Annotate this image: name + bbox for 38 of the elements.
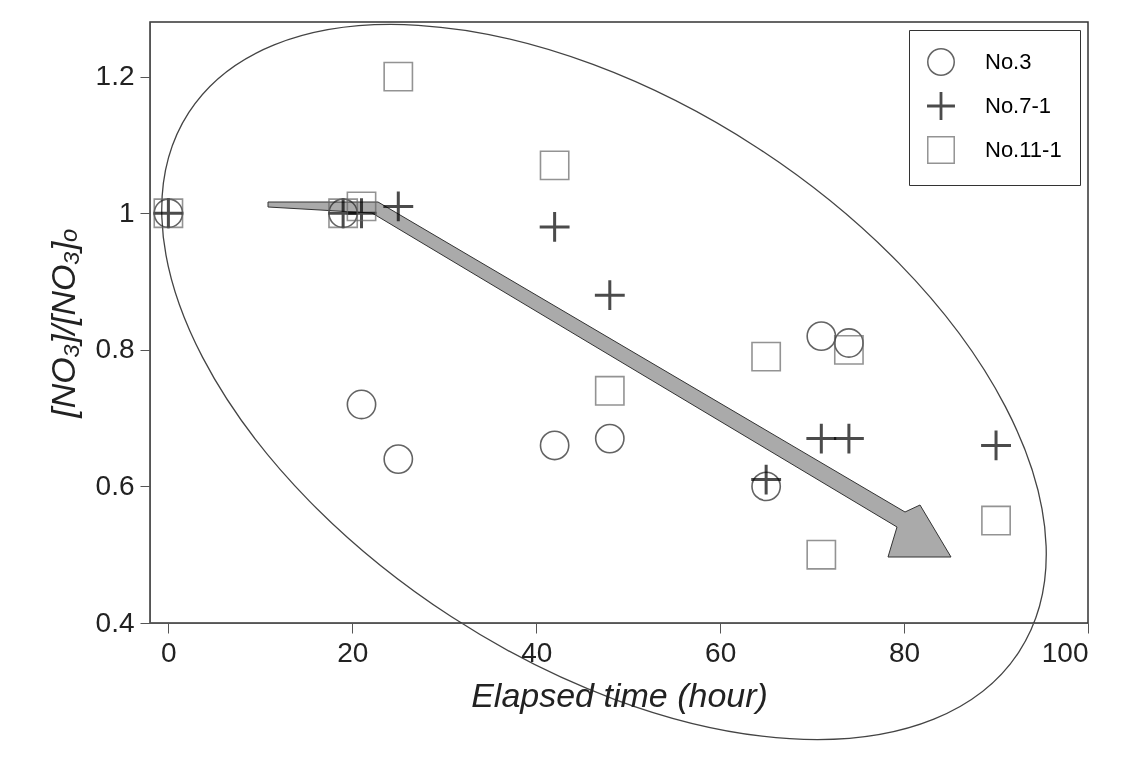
point	[751, 464, 782, 495]
point	[806, 321, 837, 352]
x-tick-label: 80	[889, 636, 921, 668]
point	[539, 150, 570, 181]
y-tick-label: 1.2	[95, 60, 135, 92]
x-tick-label: 0	[161, 636, 177, 668]
point	[751, 471, 782, 502]
point	[383, 191, 414, 222]
point	[383, 61, 414, 92]
point	[981, 505, 1011, 536]
point	[594, 423, 625, 454]
x-tick-label: 20	[337, 636, 369, 668]
point	[981, 430, 1011, 461]
point	[806, 423, 837, 454]
point	[833, 334, 864, 365]
point	[833, 423, 864, 454]
point	[383, 444, 414, 475]
x-tick-label: 100	[1041, 636, 1089, 668]
point	[346, 191, 377, 222]
legend-label: No.11-1	[985, 137, 1062, 162]
point	[594, 280, 625, 311]
point	[539, 430, 570, 461]
y-tick-label: 1	[118, 196, 135, 228]
legend-label: No.7-1	[985, 93, 1052, 118]
point	[751, 341, 782, 372]
x-tick-label: 60	[705, 636, 737, 668]
y-tick-label: 0.8	[95, 333, 135, 365]
point	[539, 211, 570, 242]
point	[346, 198, 377, 229]
y-tick-label: 0.4	[95, 606, 135, 638]
x-tick-label: 40	[521, 636, 553, 668]
y-axis-title: [NO₃]/[NO₃]ₒ	[43, 228, 82, 419]
y-tick-label: 0.6	[95, 469, 135, 501]
legend-label: No.3	[985, 49, 1032, 74]
point	[346, 389, 377, 420]
point	[594, 375, 625, 406]
point	[806, 539, 837, 570]
x-axis-title: Elapsed time (hour)	[471, 675, 768, 714]
